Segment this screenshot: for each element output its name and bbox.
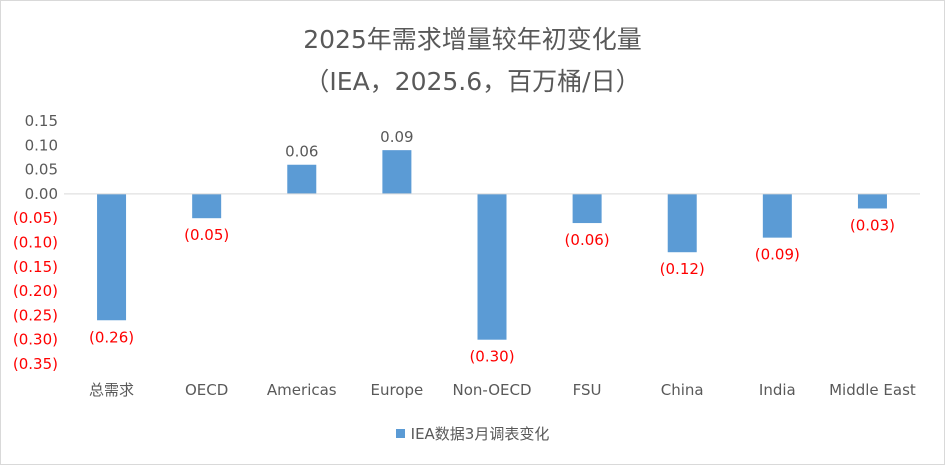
y-tick-label: 0.05 (25, 161, 58, 179)
category-label: China (661, 381, 704, 399)
category-label: OECD (185, 381, 228, 399)
y-tick-label: (0.15) (13, 258, 58, 276)
legend-swatch (395, 429, 405, 438)
bar (477, 193, 507, 340)
category-label: Europe (371, 381, 424, 399)
bar (857, 193, 887, 209)
category-label: India (759, 381, 796, 399)
data-label: (0.30) (469, 348, 514, 366)
category-label: Americas (267, 381, 337, 399)
category-label: Non-OECD (452, 381, 531, 399)
bar (762, 193, 792, 238)
y-tick-label: (0.25) (13, 306, 58, 324)
y-tick-label: (0.30) (13, 331, 58, 349)
y-tick-label: 0.10 (25, 136, 58, 154)
y-tick-label: (0.35) (13, 355, 58, 373)
data-label: (0.26) (89, 328, 134, 346)
bar (192, 193, 222, 219)
chart-title: 2025年需求增量较年初变化量 (303, 25, 642, 54)
y-tick-label: 0.00 (25, 185, 58, 203)
data-label: 0.09 (380, 128, 413, 146)
bar (382, 150, 412, 194)
y-tick-label: (0.20) (13, 282, 58, 300)
category-label: 总需求 (89, 381, 134, 399)
category-label: FSU (573, 381, 602, 399)
data-label: (0.06) (565, 231, 610, 249)
data-label: (0.03) (850, 216, 895, 234)
data-label: (0.12) (660, 260, 705, 278)
data-label: (0.09) (755, 246, 800, 264)
chart-subtitle: （IEA，2025.6，百万桶/日） (304, 67, 641, 96)
legend-label: IEA数据3月调表变化 (410, 425, 550, 443)
legend: IEA数据3月调表变化 (0, 423, 945, 444)
y-tick-label: (0.10) (13, 234, 58, 252)
bar (287, 164, 317, 194)
y-tick-label: (0.05) (13, 209, 58, 227)
data-label: 0.06 (285, 143, 318, 161)
bar (667, 193, 697, 253)
category-label: Middle East (829, 381, 916, 399)
bar (572, 193, 602, 224)
data-label: (0.05) (184, 226, 229, 244)
y-tick-label: 0.15 (25, 112, 58, 130)
bar (97, 193, 127, 321)
